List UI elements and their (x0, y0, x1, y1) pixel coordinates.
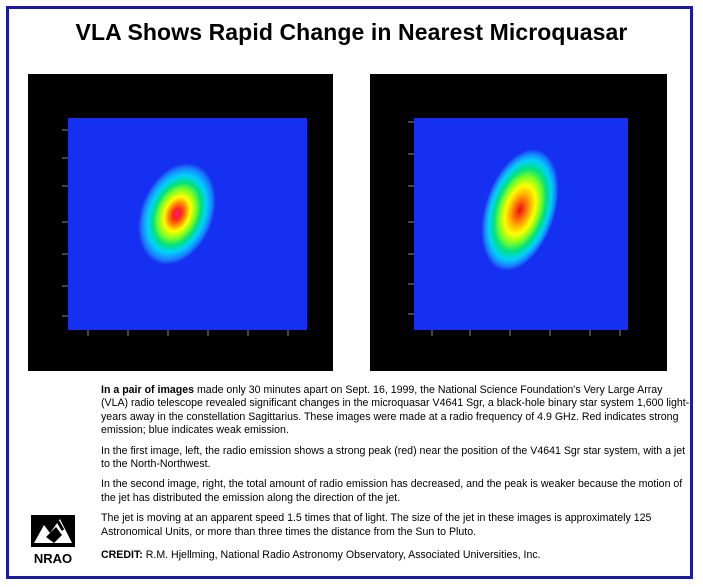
nrao-logo-icon: NRAO (31, 515, 75, 566)
radio-image-right (370, 74, 667, 371)
credit-line: CREDIT: R.M. Hjellming, National Radio A… (101, 549, 541, 561)
nrao-logo-text: NRAO (34, 551, 72, 566)
axis-ticks (62, 129, 289, 336)
credit-text: R.M. Hjellming, National Radio Astronomy… (142, 549, 541, 561)
emission-source (138, 163, 216, 265)
radio-image-left (28, 74, 333, 371)
caption: In a pair of images made only 30 minutes… (101, 384, 691, 546)
caption-body: made only 30 minutes apart on Sept. 16, … (101, 384, 690, 437)
caption-paragraph-1: In a pair of images made only 30 minutes… (101, 384, 691, 438)
caption-lead: In a pair of images (101, 384, 195, 396)
axis-ticks (408, 121, 621, 336)
page-title: VLA Shows Rapid Change in Nearest Microq… (75, 19, 628, 45)
caption-paragraph-3: In the second image, right, the total am… (101, 478, 683, 504)
nrao-logo: NRAO (30, 515, 76, 567)
caption-paragraph-4: The jet is moving at an apparent speed 1… (101, 512, 652, 538)
credit-label: CREDIT: (101, 549, 143, 561)
caption-paragraph-2: In the first image, left, the radio emis… (101, 444, 686, 471)
emission-source (481, 149, 559, 271)
radio-map-left (62, 118, 307, 336)
radio-map-right (408, 118, 628, 336)
